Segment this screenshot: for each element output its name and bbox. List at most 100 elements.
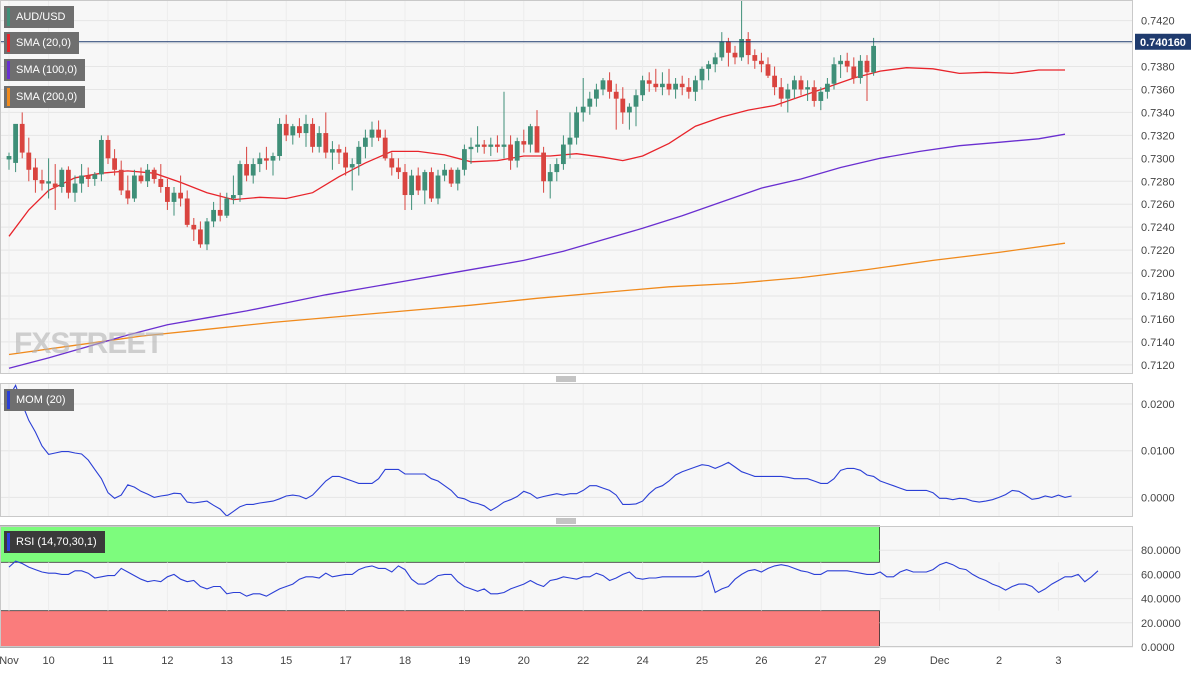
bearish-candle xyxy=(158,164,164,193)
time-axis-tick-label: Dec xyxy=(930,655,950,667)
candle-body xyxy=(501,144,507,147)
bullish-candle xyxy=(488,137,494,157)
price-axis-tick-label: 0.7180 xyxy=(1141,291,1175,303)
bullish-candle xyxy=(462,144,467,176)
rsi-axis-tick-label: 20.0000 xyxy=(1141,618,1181,630)
bullish-candle xyxy=(554,158,560,182)
price-axis-tick-label: 0.7220 xyxy=(1141,245,1175,257)
instrument-label[interactable]: AUD/USD xyxy=(4,6,74,28)
rsi-label[interactable]: RSI (14,70,30,1) xyxy=(4,531,105,553)
candle-body xyxy=(495,144,500,147)
candle-body xyxy=(818,91,824,101)
time-axis-tick-label: 3 xyxy=(1055,655,1061,667)
candle-body xyxy=(739,39,744,58)
candle-body xyxy=(679,83,685,88)
candle-body xyxy=(871,45,876,73)
momentum-panel-border xyxy=(0,383,1133,517)
bullish-candle xyxy=(435,169,441,205)
bearish-candle xyxy=(297,118,302,138)
candle-body xyxy=(191,224,197,230)
rsi-oversold-zone xyxy=(0,610,880,648)
bearish-candle xyxy=(336,144,342,165)
candle-body xyxy=(521,141,527,145)
bearish-candle xyxy=(448,167,454,187)
candle-body xyxy=(59,169,65,187)
candle-body xyxy=(33,167,38,181)
bearish-candle xyxy=(646,72,652,92)
bullish-candle xyxy=(145,164,150,187)
rsi-axis-tick-label: 80.0000 xyxy=(1141,545,1181,557)
bullish-candle xyxy=(6,152,12,170)
bullish-candle xyxy=(627,103,632,130)
sma200-label-text: SMA (200,0) xyxy=(16,91,78,103)
bullish-candle xyxy=(442,164,447,182)
bullish-candle xyxy=(858,55,863,84)
candle-body xyxy=(442,169,447,176)
candle-body xyxy=(693,80,698,92)
price-axis-tick-label: 0.7380 xyxy=(1141,62,1175,74)
candle-body xyxy=(798,80,804,90)
candle-body xyxy=(224,198,230,216)
candle-body xyxy=(39,180,45,184)
candle-body xyxy=(118,169,124,191)
bearish-candle xyxy=(191,217,197,241)
bearish-candle xyxy=(198,221,203,248)
candle-body xyxy=(468,146,474,150)
bearish-candle xyxy=(118,160,124,196)
momentum-gridlines xyxy=(0,383,1133,517)
candle-body xyxy=(343,152,348,168)
bullish-candle xyxy=(594,83,599,107)
bullish-candle xyxy=(303,114,309,147)
moving-average-lines xyxy=(8,67,1066,369)
bullish-candle xyxy=(805,80,810,101)
candle-body xyxy=(838,60,843,65)
bullish-candle xyxy=(277,118,282,161)
bullish-candle xyxy=(567,112,573,159)
bearish-candle xyxy=(864,55,870,101)
momentum-panel-resize-handle[interactable] xyxy=(556,518,576,524)
price-axis-tick-label: 0.7420 xyxy=(1141,16,1175,28)
price-panel-resize-handle[interactable] xyxy=(556,376,576,382)
sma100-label-text: SMA (100,0) xyxy=(16,64,78,76)
time-axis-tick-label: 22 xyxy=(577,655,589,667)
candle-body xyxy=(415,175,421,191)
candle-body xyxy=(706,64,711,69)
bullish-candle xyxy=(574,106,579,145)
candle-body xyxy=(607,80,612,92)
momentum-label[interactable]: MOM (20) xyxy=(4,389,74,411)
candle-body xyxy=(389,158,395,168)
price-axis-tick-label: 0.7340 xyxy=(1141,107,1175,119)
candle-body xyxy=(514,141,520,161)
bullish-candle xyxy=(211,201,216,228)
candle-body xyxy=(613,91,619,99)
candle-body xyxy=(138,175,144,182)
bullish-candle xyxy=(290,123,296,145)
bullish-candle xyxy=(13,123,18,173)
bearish-candle xyxy=(402,164,408,210)
bearish-candle xyxy=(310,118,315,153)
bullish-candle xyxy=(250,158,256,184)
bullish-candle xyxy=(633,89,639,127)
bullish-candle xyxy=(171,187,177,216)
rsi-axis-tick-label: 0.0000 xyxy=(1141,642,1175,654)
bullish-candle xyxy=(871,37,876,76)
candle-body xyxy=(330,149,335,153)
candle-body xyxy=(759,60,764,65)
bearish-candle xyxy=(26,137,32,182)
candle-body xyxy=(264,158,269,161)
sma20-label[interactable]: SMA (20,0) xyxy=(4,32,80,54)
bullish-candle xyxy=(660,72,665,96)
bearish-candle xyxy=(772,66,777,96)
bullish-candle xyxy=(409,169,414,210)
sma200-label[interactable]: SMA (200,0) xyxy=(4,86,86,108)
sma100-label[interactable]: SMA (100,0) xyxy=(4,59,86,81)
time-axis-tick-label: 27 xyxy=(815,655,827,667)
bullish-candle xyxy=(528,123,533,153)
price-panel-border xyxy=(0,0,1133,374)
sma200-color-swatch xyxy=(7,88,10,106)
bearish-candle xyxy=(844,52,850,73)
instrument-label-text: AUD/USD xyxy=(16,11,66,23)
bullish-candle xyxy=(270,152,276,176)
candle-body xyxy=(600,80,606,90)
candle-body xyxy=(46,181,51,184)
